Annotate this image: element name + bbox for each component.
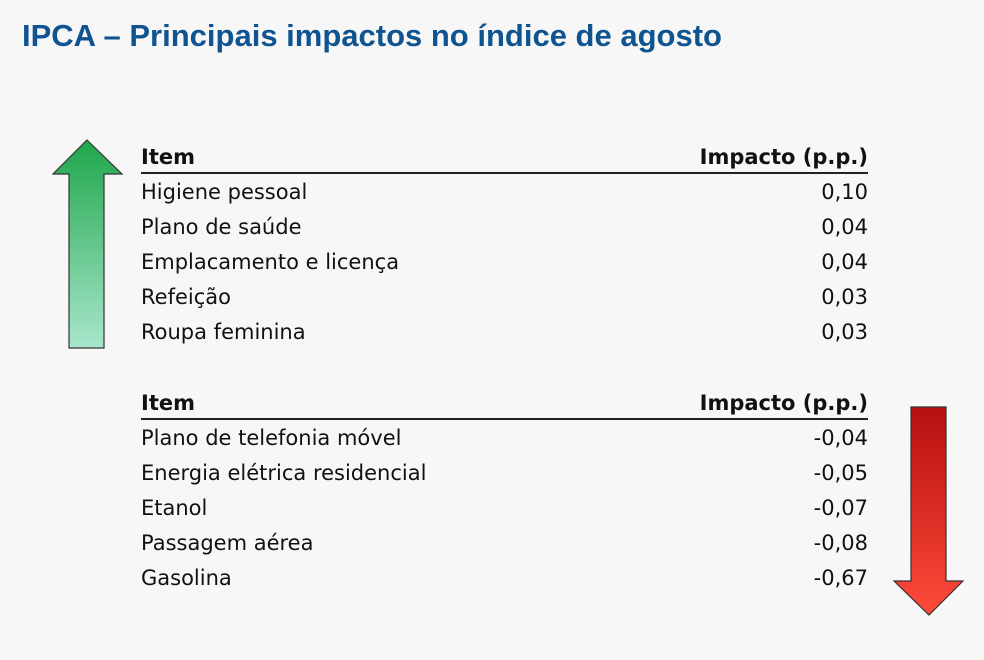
header-item-label: Item — [141, 391, 195, 415]
row-item: Etanol — [141, 496, 208, 520]
row-item: Higiene pessoal — [141, 180, 308, 204]
negative-impacts-table: Item Impacto (p.p.) Plano de telefonia m… — [141, 389, 868, 595]
table-header: Item Impacto (p.p.) — [141, 389, 868, 420]
table-row: Emplacamento e licença 0,04 — [141, 244, 868, 279]
row-impact: -0,07 — [813, 496, 868, 520]
header-impact-label: Impacto (p.p.) — [699, 145, 868, 169]
red-down-arrow-icon — [892, 406, 965, 616]
row-item: Roupa feminina — [141, 320, 306, 344]
table-row: Gasolina -0,67 — [141, 560, 868, 595]
row-item: Energia elétrica residencial — [141, 461, 427, 485]
page-title: IPCA – Principais impactos no índice de … — [22, 18, 722, 53]
green-up-arrow-icon — [52, 139, 124, 349]
row-impact: 0,03 — [821, 320, 868, 344]
table-row: Etanol -0,07 — [141, 490, 868, 525]
row-item: Plano de telefonia móvel — [141, 426, 402, 450]
table-row: Higiene pessoal 0,10 — [141, 174, 868, 209]
table-row: Plano de saúde 0,04 — [141, 209, 868, 244]
row-impact: 0,03 — [821, 285, 868, 309]
table-row: Refeição 0,03 — [141, 279, 868, 314]
table-row: Roupa feminina 0,03 — [141, 314, 868, 349]
row-item: Plano de saúde — [141, 215, 302, 239]
row-item: Refeição — [141, 285, 231, 309]
header-impact-label: Impacto (p.p.) — [699, 391, 868, 415]
row-impact: -0,67 — [813, 566, 868, 590]
row-impact: -0,08 — [813, 531, 868, 555]
row-impact: -0,04 — [813, 426, 868, 450]
header-item-label: Item — [141, 145, 195, 169]
table-row: Passagem aérea -0,08 — [141, 525, 868, 560]
row-impact: -0,05 — [813, 461, 868, 485]
table-row: Energia elétrica residencial -0,05 — [141, 455, 868, 490]
row-impact: 0,04 — [821, 215, 868, 239]
row-item: Emplacamento e licença — [141, 250, 400, 274]
row-item: Passagem aérea — [141, 531, 314, 555]
row-item: Gasolina — [141, 566, 232, 590]
table-row: Plano de telefonia móvel -0,04 — [141, 420, 868, 455]
row-impact: 0,04 — [821, 250, 868, 274]
positive-impacts-table: Item Impacto (p.p.) Higiene pessoal 0,10… — [141, 143, 868, 349]
table-header: Item Impacto (p.p.) — [141, 143, 868, 174]
row-impact: 0,10 — [821, 180, 868, 204]
